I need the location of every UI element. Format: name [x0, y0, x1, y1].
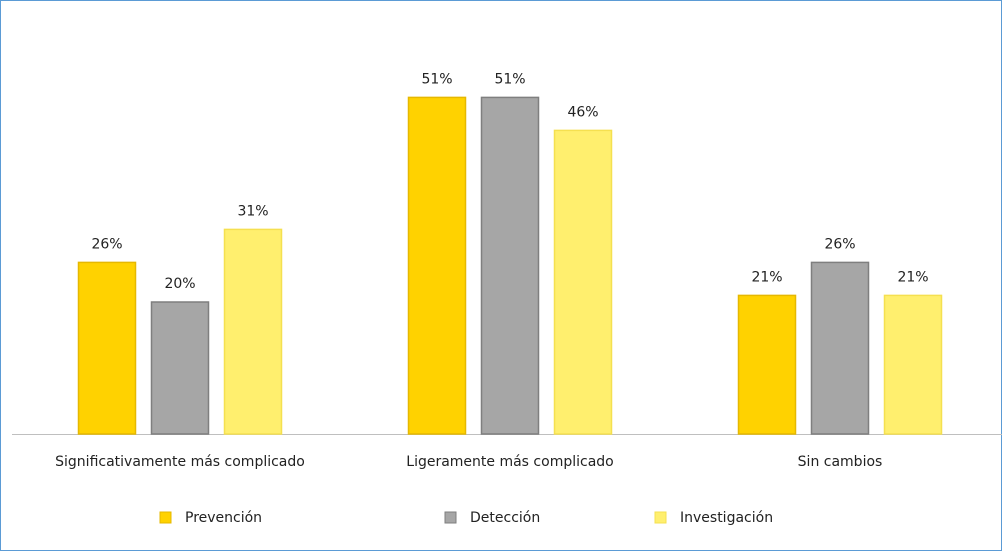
- bar: [883, 294, 943, 435]
- bar: [810, 261, 870, 435]
- x-tick-label: Ligeramente más complicado: [406, 454, 613, 470]
- data-label: 51%: [494, 71, 525, 87]
- legend-swatch: [159, 511, 172, 524]
- legend-swatch: [654, 511, 667, 524]
- data-label: 46%: [567, 104, 598, 120]
- legend-label: Investigación: [680, 510, 773, 526]
- data-label: 26%: [91, 236, 122, 252]
- bar: [480, 96, 540, 435]
- bar: [77, 261, 137, 435]
- data-label: 20%: [164, 276, 195, 292]
- x-tick-label: Significativamente más complicado: [55, 454, 305, 470]
- data-label: 26%: [824, 236, 855, 252]
- legend-swatch: [444, 511, 457, 524]
- bar: [150, 301, 210, 435]
- data-label: 31%: [237, 203, 268, 219]
- x-tick-label: Sin cambios: [798, 454, 883, 470]
- bar: [407, 96, 467, 435]
- legend-label: Detección: [470, 510, 540, 526]
- bar: [553, 129, 613, 435]
- data-label: 21%: [897, 269, 928, 285]
- bar: [737, 294, 797, 435]
- legend-label: Prevención: [185, 510, 262, 526]
- data-label: 21%: [751, 269, 782, 285]
- data-label: 51%: [421, 71, 452, 87]
- bar: [223, 228, 283, 435]
